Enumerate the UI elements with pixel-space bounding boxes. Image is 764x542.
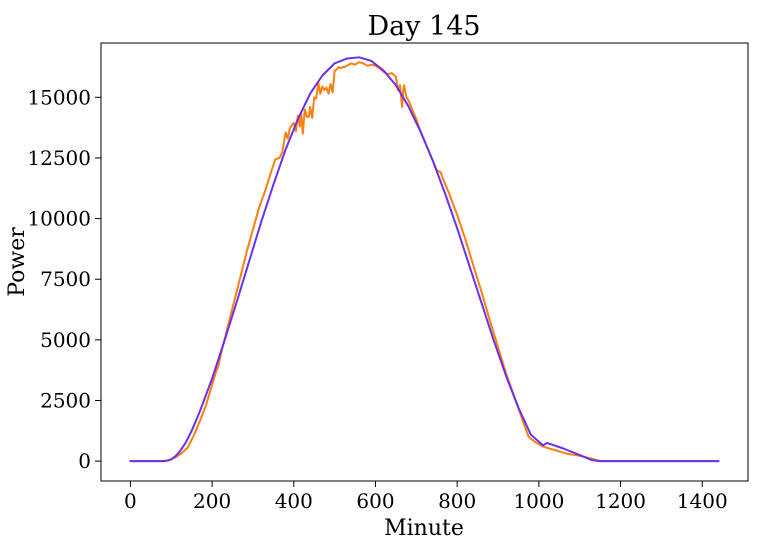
- x-tick-label: 600: [356, 489, 394, 513]
- y-axis-ticks: 0 2500 5000 7500 10000 12500 15000: [27, 85, 101, 473]
- x-axis-label: Minute: [384, 516, 464, 541]
- x-tick-label: 200: [193, 489, 231, 513]
- x-tick-label: 1400: [677, 489, 728, 513]
- x-tick-label: 400: [275, 489, 313, 513]
- series-line-1: [129, 61, 720, 463]
- x-tick-label: 1000: [513, 489, 564, 513]
- y-tick-label: 15000: [27, 85, 91, 109]
- x-tick-label: 0: [124, 489, 137, 513]
- y-tick-label: 2500: [40, 388, 91, 412]
- axes-frame: [100, 42, 749, 482]
- x-tick-label: 800: [438, 489, 476, 513]
- y-tick-label: 10000: [27, 207, 91, 231]
- y-tick-label: 5000: [40, 328, 91, 352]
- y-tick-label: 12500: [27, 146, 91, 170]
- chart-title: Day 145: [367, 11, 480, 42]
- y-tick-label: 7500: [40, 267, 91, 291]
- series-line-2: [129, 56, 720, 463]
- series-layer: [129, 56, 720, 463]
- x-axis-ticks: 0 200 400 600 800 1000 1200 1400: [124, 481, 728, 513]
- y-axis-label: Power: [5, 227, 30, 297]
- x-tick-label: 1200: [595, 489, 646, 513]
- y-tick-label: 0: [78, 449, 91, 473]
- plot-area: 0 200 400 600 800 1000 1200 1400 0 2500 5000 7500 1…: [27, 42, 749, 513]
